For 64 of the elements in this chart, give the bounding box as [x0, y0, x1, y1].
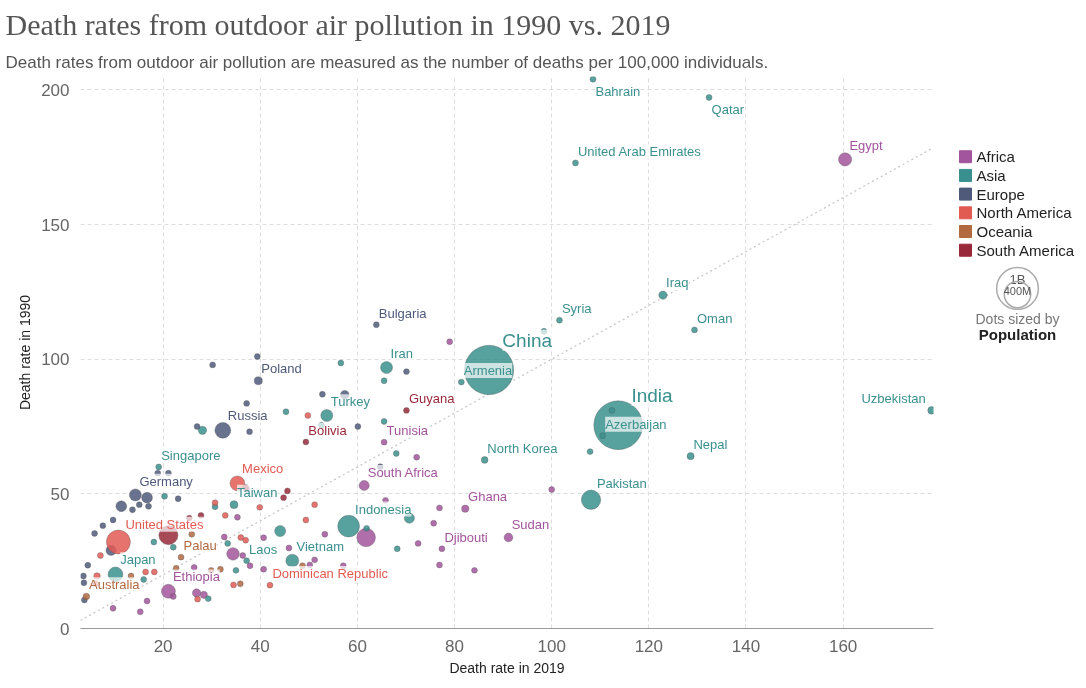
legend-label: South America — [976, 241, 1075, 259]
data-label: Pakistan — [596, 476, 647, 491]
data-label: Indonesia — [355, 501, 413, 517]
data-label: South Africa — [367, 464, 439, 480]
data-label: Nepal — [693, 436, 728, 452]
data-label: Tunisia — [386, 423, 429, 439]
chart-subtitle: Death rates from outdoor air pollution are measured as the number of deaths per 100,000 individuals. — [5, 52, 769, 72]
data-label: Germany — [139, 473, 194, 489]
legend-label: Europe — [976, 185, 1025, 203]
data-label: Azerbaijan — [605, 416, 667, 432]
data-label: Egypt — [849, 137, 884, 153]
data-label: Iraq — [666, 275, 689, 291]
data-label: Russia — [227, 407, 269, 423]
x-tick-label: 100 — [537, 636, 566, 656]
y-tick-label: 150 — [41, 215, 70, 235]
data-label: Japan — [120, 552, 156, 568]
data-label: Syria — [561, 301, 593, 317]
legend-label: North America — [976, 204, 1073, 222]
data-label: Poland — [261, 360, 302, 376]
x-tick-label: 160 — [828, 636, 858, 656]
x-tick-label: 40 — [250, 636, 270, 656]
data-label: Vietnam — [296, 539, 344, 555]
data-label: Mexico — [242, 461, 284, 477]
data-label: Taiwan — [236, 484, 278, 500]
data-label: Ghana — [468, 489, 508, 505]
data-label: Laos — [249, 541, 278, 557]
data-label: Armenia — [463, 363, 513, 379]
data-label: Bahrain — [595, 84, 641, 100]
y-tick-label: 200 — [41, 80, 70, 100]
data-label: United Arab Emirates — [577, 143, 702, 159]
x-tick-label: 120 — [634, 636, 664, 656]
data-label: Ethiopia — [172, 569, 221, 585]
y-tick-label: 0 — [60, 619, 70, 639]
data-label: Guyana — [408, 391, 456, 407]
y-axis-title: Death rate in 1990 — [17, 294, 34, 411]
data-label: China — [502, 329, 553, 351]
data-label: Bulgaria — [378, 305, 428, 321]
x-tick-label: 60 — [347, 636, 367, 656]
data-label: United States — [125, 516, 204, 532]
data-label: Bolivia — [308, 422, 348, 438]
x-tick-label: 80 — [445, 636, 464, 656]
y-tick-label: 100 — [41, 350, 70, 370]
x-axis-title: Death rate in 2019 — [449, 659, 565, 676]
data-label: Djibouti — [444, 529, 488, 545]
data-label: Turkey — [330, 394, 371, 410]
data-label: Singapore — [161, 447, 221, 463]
text: Dots sized by — [975, 310, 1060, 327]
data-label: Oman — [696, 310, 733, 326]
legend-label: Africa — [976, 148, 1016, 166]
data-label: Iran — [390, 346, 413, 362]
data-label: Uzbekistan — [861, 390, 926, 406]
legend-label: Asia — [976, 166, 1007, 184]
y-tick-label: 50 — [50, 484, 70, 504]
data-label: Sudan — [511, 517, 550, 533]
chart-title: Death rates from outdoor air pollution in 1990 vs. 2019 — [5, 7, 671, 41]
data-label: Palau — [183, 538, 217, 554]
legend-label: Oceania — [976, 223, 1034, 241]
data-label: North Korea — [487, 440, 559, 456]
x-tick-label: 140 — [731, 636, 761, 656]
data-label: India — [631, 385, 674, 407]
data-label: Dominican Republic — [272, 566, 389, 582]
x-tick-label: 20 — [153, 636, 173, 656]
data-label: Qatar — [711, 102, 745, 118]
data-label: Australia — [88, 577, 141, 593]
